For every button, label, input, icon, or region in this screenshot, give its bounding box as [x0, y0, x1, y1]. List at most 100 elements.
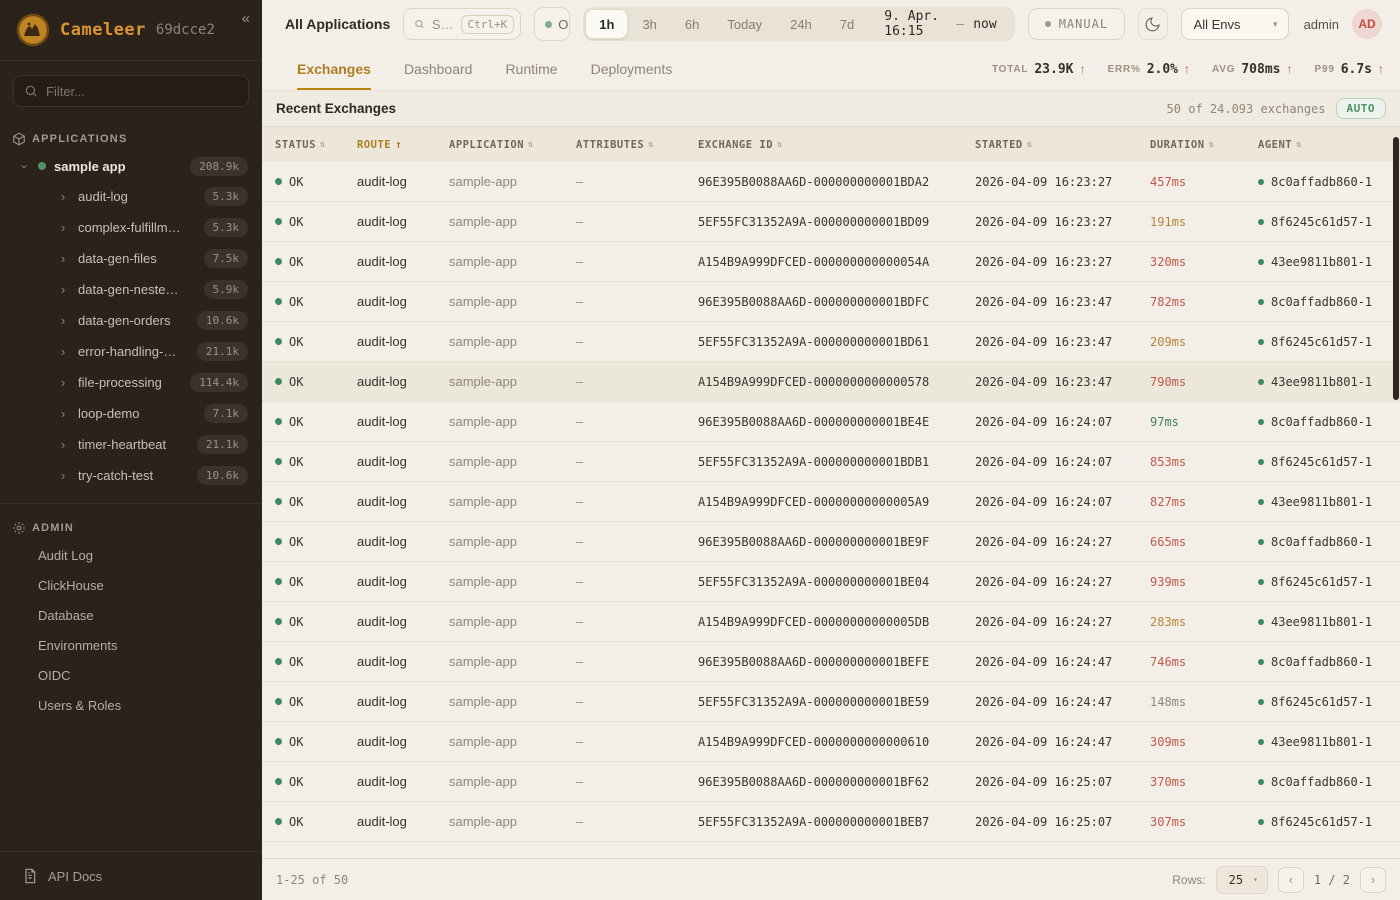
route-cell: audit-log: [357, 174, 407, 189]
chevron-right-icon[interactable]: ›: [60, 189, 66, 204]
attributes-cell: —: [576, 654, 584, 669]
chevron-right-icon[interactable]: ›: [60, 313, 66, 328]
status-filter-button[interactable]: O: [534, 7, 571, 41]
auto-refresh-badge[interactable]: AUTO: [1335, 98, 1386, 119]
column-header-started[interactable]: STARTED ⇅: [975, 138, 1033, 151]
sidebar-admin-item[interactable]: OIDC: [0, 660, 262, 690]
time-range-label: 7d: [839, 16, 855, 32]
agent-status-dot: [1258, 258, 1264, 265]
chevron-right-icon[interactable]: ›: [60, 220, 66, 235]
table-row[interactable]: OK audit-log sample-app — 96E395B0088AA6…: [262, 762, 1400, 802]
table-row[interactable]: OK audit-log sample-app — 5EF55FC31352A9…: [262, 322, 1400, 362]
time-range-button[interactable]: 1h: [585, 9, 629, 39]
stat-label: AVG: [1212, 63, 1236, 75]
sidebar-collapse-icon[interactable]: «: [241, 10, 250, 27]
sidebar-route-item[interactable]: › try-catch-test 10.6k: [0, 460, 262, 491]
chevron-right-icon[interactable]: ›: [60, 344, 66, 359]
agent-cell: 8c0affadb860-1: [1258, 415, 1400, 429]
sidebar-route-item[interactable]: › file-processing 114.4k: [0, 367, 262, 398]
environment-select[interactable]: All Envs ▾: [1180, 8, 1289, 40]
agent-id: 8c0affadb860-1: [1271, 654, 1373, 669]
sidebar-route-item[interactable]: › data-gen-neste… 5.9k: [0, 274, 262, 305]
next-page-button[interactable]: ›: [1360, 866, 1386, 893]
sidebar-admin-item[interactable]: Environments: [0, 630, 262, 660]
status-ok-dot: [275, 578, 282, 585]
agent-id: 43ee9811b801-1: [1271, 614, 1373, 629]
column-header-route[interactable]: ROUTE ↑: [357, 138, 403, 151]
table-row[interactable]: OK audit-log sample-app — A154B9A999DFCE…: [262, 482, 1400, 522]
column-header-attributes[interactable]: ATTRIBUTES ⇅: [576, 138, 655, 151]
attributes-cell: —: [576, 214, 584, 229]
table-row[interactable]: OK audit-log sample-app — 5EF55FC31352A9…: [262, 682, 1400, 722]
sidebar-admin-item[interactable]: Database: [0, 600, 262, 630]
chevron-right-icon[interactable]: ›: [60, 406, 66, 421]
table-row[interactable]: OK audit-log sample-app — 96E395B0088AA6…: [262, 522, 1400, 562]
chevron-right-icon[interactable]: ›: [60, 468, 66, 483]
sidebar-route-item[interactable]: › data-gen-files 7.5k: [0, 243, 262, 274]
time-range-button[interactable]: 7d: [826, 9, 868, 39]
manual-refresh-button[interactable]: MANUAL: [1027, 8, 1126, 40]
time-range-button[interactable]: 24h: [776, 9, 826, 39]
route-count-badge: 7.5k: [203, 249, 248, 268]
column-header-duration[interactable]: DURATION ⇅: [1150, 138, 1215, 151]
avatar[interactable]: AD: [1352, 9, 1382, 39]
table-row[interactable]: OK audit-log sample-app — 96E395B0088AA6…: [262, 402, 1400, 442]
sidebar-route-item[interactable]: › timer-heartbeat 21.1k: [0, 429, 262, 460]
rows-per-page-select[interactable]: 25 ▾: [1215, 865, 1268, 894]
sidebar-route-item[interactable]: › loop-demo 7.1k: [0, 398, 262, 429]
duration-cell: 746ms: [1150, 654, 1187, 669]
sidebar-route-item[interactable]: › complex-fulfillm… 5.3k: [0, 212, 262, 243]
column-header-exchange-id[interactable]: EXCHANGE ID ⇅: [698, 138, 783, 151]
chevron-right-icon[interactable]: ›: [60, 282, 66, 297]
tab[interactable]: Dashboard: [404, 48, 473, 90]
table-row[interactable]: OK audit-log sample-app — A154B9A999DFCE…: [262, 242, 1400, 282]
status-ok-dot: [545, 20, 553, 28]
chevron-right-icon[interactable]: ›: [60, 437, 66, 452]
chevron-down-icon[interactable]: ›: [17, 163, 33, 169]
environment-value: All Envs: [1193, 16, 1241, 32]
sidebar-admin-item[interactable]: Audit Log: [0, 540, 262, 570]
table-row[interactable]: OK audit-log sample-app — 96E395B0088AA6…: [262, 162, 1400, 202]
agent-id: 43ee9811b801-1: [1271, 254, 1373, 269]
sidebar-filter[interactable]: [13, 75, 249, 107]
column-header-agent[interactable]: AGENT ⇅: [1258, 138, 1303, 151]
table-scrollbar[interactable]: [1393, 137, 1399, 400]
tab[interactable]: Exchanges: [297, 48, 371, 90]
time-range-button[interactable]: 6h: [671, 9, 713, 39]
time-range-button[interactable]: 3h: [628, 9, 670, 39]
global-search[interactable]: S… Ctrl+K: [403, 8, 522, 40]
table-row[interactable]: OK audit-log sample-app — 96E395B0088AA6…: [262, 642, 1400, 682]
chevron-right-icon[interactable]: ›: [60, 251, 66, 266]
api-docs-link[interactable]: API Docs: [0, 851, 262, 900]
table-row[interactable]: OK audit-log sample-app — A154B9A999DFCE…: [262, 362, 1400, 402]
filter-input[interactable]: [46, 83, 238, 99]
sidebar-item-sample-app[interactable]: › sample app 208.9k: [0, 151, 262, 181]
started-cell: 2026-04-09 16:23:27: [975, 214, 1113, 229]
sidebar-admin-item[interactable]: ClickHouse: [0, 570, 262, 600]
table-row[interactable]: OK audit-log sample-app — 5EF55FC31352A9…: [262, 802, 1400, 842]
table-row[interactable]: OK audit-log sample-app — 5EF55FC31352A9…: [262, 562, 1400, 602]
column-header-application[interactable]: APPLICATION ⇅: [449, 138, 534, 151]
column-header-status[interactable]: STATUS ⇅: [275, 138, 326, 151]
tab[interactable]: Runtime: [505, 48, 557, 90]
sidebar-route-item[interactable]: › audit-log 5.3k: [0, 181, 262, 212]
rows-per-page-value: 25: [1228, 872, 1244, 887]
table-row[interactable]: OK audit-log sample-app — 96E395B0088AA6…: [262, 282, 1400, 322]
sidebar-admin-item[interactable]: Users & Roles: [0, 690, 262, 720]
started-cell: 2026-04-09 16:23:27: [975, 254, 1113, 269]
date-range-picker[interactable]: 9. Apr. 16:15 — now: [868, 9, 1012, 39]
time-range-button[interactable]: Today: [713, 9, 776, 39]
table-row[interactable]: OK audit-log sample-app — 5EF55FC31352A9…: [262, 442, 1400, 482]
dark-mode-toggle[interactable]: [1138, 8, 1168, 40]
tab[interactable]: Deployments: [591, 48, 673, 90]
status-text: OK: [289, 174, 304, 189]
table-row[interactable]: OK audit-log sample-app — 5EF55FC31352A9…: [262, 202, 1400, 242]
chevron-right-icon[interactable]: ›: [60, 375, 66, 390]
table-row[interactable]: OK audit-log sample-app — A154B9A999DFCE…: [262, 602, 1400, 642]
sidebar-route-item[interactable]: › error-handling-… 21.1k: [0, 336, 262, 367]
application-cell: sample-app: [449, 694, 517, 709]
previous-page-button[interactable]: ‹: [1277, 866, 1304, 893]
sidebar-route-item[interactable]: › data-gen-orders 10.6k: [0, 305, 262, 336]
table-row[interactable]: OK audit-log sample-app — A154B9A999DFCE…: [262, 722, 1400, 762]
app-status-dot: [38, 162, 46, 170]
